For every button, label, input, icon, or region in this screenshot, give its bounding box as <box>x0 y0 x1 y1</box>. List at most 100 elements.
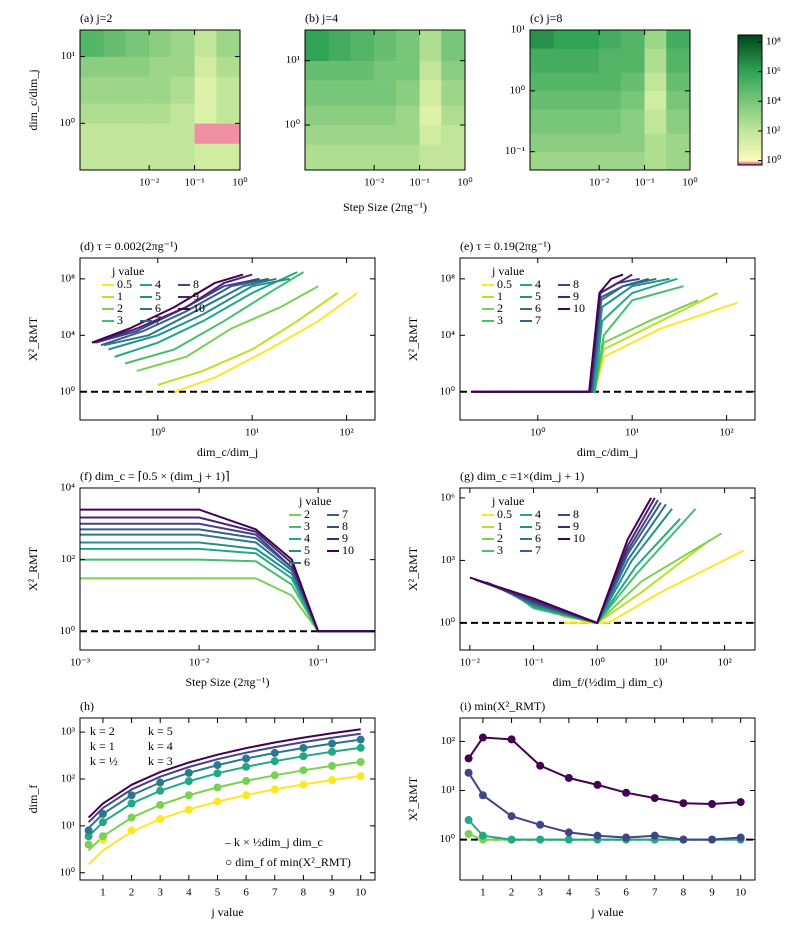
legend-label: 5 <box>155 289 161 303</box>
plot-frame <box>529 29 691 171</box>
series-marker <box>242 776 251 785</box>
x-tick-label: 3 <box>157 887 163 899</box>
y-tick-label: 10² <box>441 735 456 747</box>
series-marker <box>679 799 688 808</box>
series-marker <box>564 773 573 782</box>
heatmap-cell <box>530 133 555 152</box>
y-tick-label: 10⁶ <box>440 491 455 503</box>
heatmap-cell <box>170 56 195 77</box>
series-line <box>136 285 319 372</box>
legend-label: 4 <box>304 531 310 545</box>
heatmap-cell <box>170 76 195 104</box>
y-tick-label: 10⁰ <box>440 385 456 397</box>
legend-title: j value <box>111 264 144 278</box>
series-line <box>467 772 741 841</box>
x-tick-label: 10⁻¹ <box>523 657 543 669</box>
heatmap-cell <box>599 133 622 152</box>
heatmap-cell <box>103 143 126 171</box>
legend-label: 10 <box>193 301 205 315</box>
legend-label: 6 <box>535 531 541 545</box>
heatmap-cell <box>194 76 217 104</box>
series-marker <box>98 832 107 841</box>
x-tick-label: 6 <box>623 887 629 899</box>
heatmap-cell <box>419 80 442 106</box>
series-marker <box>478 831 487 840</box>
panel-title: (f) dim_c = ⌈0.5 × (dim_j + 1)⌉ <box>80 469 230 483</box>
heatmap-cell <box>395 30 420 61</box>
series-marker <box>242 762 251 771</box>
heatmap-cell <box>666 48 691 73</box>
series-marker <box>564 835 573 844</box>
y-axis-label: X²_RMT <box>406 546 420 591</box>
heatmap-cell <box>125 123 150 144</box>
heatmap-cell <box>374 144 397 171</box>
heatmap-cell <box>441 144 466 171</box>
series-marker <box>184 777 193 786</box>
series-marker <box>299 780 308 789</box>
heatmap-cell <box>530 30 555 49</box>
legend-label: 6 <box>304 555 310 569</box>
series-marker <box>650 794 659 803</box>
legend-label: 1 <box>117 289 123 303</box>
series-marker <box>213 783 222 792</box>
panel-title: (b) j=4 <box>305 11 338 25</box>
heatmap-cell <box>395 125 420 145</box>
heatmap-cell <box>644 90 667 110</box>
heatmap-cell <box>149 103 172 124</box>
series-line <box>537 292 718 393</box>
panel-title: (h) <box>80 699 94 713</box>
legend-label: k = 4 <box>148 739 173 753</box>
legend-label: k = 1 <box>90 739 115 753</box>
colorbar-tick-label: 10² <box>766 124 781 136</box>
x-tick-label: 10⁻² <box>189 657 210 669</box>
heatmap-cell <box>620 151 645 171</box>
plot-frame <box>459 717 756 881</box>
series-line <box>80 577 375 633</box>
x-tick-label: 10⁻³ <box>70 657 91 669</box>
heatmap-cell <box>328 125 351 145</box>
series-marker <box>356 735 365 744</box>
series-marker <box>708 800 717 809</box>
series-marker <box>127 813 136 822</box>
series-line <box>467 736 741 806</box>
y-tick-label: 10⁰ <box>440 833 456 845</box>
heatmap-cell <box>374 125 397 145</box>
series-marker <box>536 820 545 829</box>
x-tick-label: 2 <box>129 887 135 899</box>
series-marker <box>242 791 251 800</box>
heatmap-cell <box>666 90 691 110</box>
y-tick-label: 10³ <box>441 554 456 566</box>
heatmap-cell <box>441 80 466 106</box>
series-marker <box>184 791 193 800</box>
x-tick-label: 10⁻¹ <box>185 177 205 189</box>
series-marker <box>127 791 136 800</box>
legend-label: 2 <box>304 507 310 521</box>
heatmap-cell <box>170 123 195 144</box>
series-line <box>488 277 670 393</box>
series-marker <box>184 768 193 777</box>
heatmap-cell <box>530 72 555 92</box>
series-marker <box>213 769 222 778</box>
legend-label: 2 <box>117 301 123 315</box>
y-tick-label: 10⁰ <box>60 866 76 878</box>
legend-title: j value <box>491 264 524 278</box>
plot-frame <box>459 487 756 651</box>
legend-label: 3 <box>497 543 503 557</box>
legend-label: 9 <box>573 289 579 303</box>
series-marker <box>299 743 308 752</box>
legend-label: 8 <box>342 519 348 533</box>
y-tick-label: 10⁰ <box>510 84 526 96</box>
legend-title: j value <box>491 494 524 508</box>
legend-label: 4 <box>155 277 161 291</box>
heatmap-cell <box>553 30 576 49</box>
heatmap-cell <box>125 30 150 57</box>
heatmap-cell <box>620 48 645 73</box>
y-axis-label: X²_RMT <box>26 316 40 361</box>
series-line <box>80 528 375 633</box>
y-tick-label: 10¹ <box>441 784 455 796</box>
x-tick-label: 10⁰ <box>457 177 473 189</box>
x-axis-label: Step Size (2πg⁻¹) <box>186 675 270 689</box>
y-tick-label: 10⁰ <box>440 616 456 628</box>
x-tick-label: 10⁻² <box>589 177 610 189</box>
heatmap-cell <box>305 80 330 106</box>
